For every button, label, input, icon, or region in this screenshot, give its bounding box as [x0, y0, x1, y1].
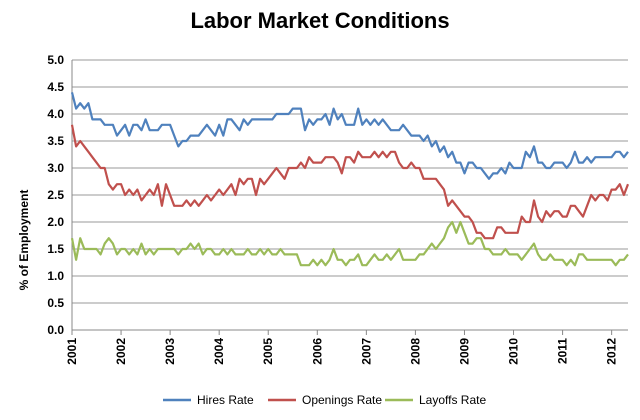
series-line-openings-rate — [70, 124, 630, 240]
y-tick-label: 4.5 — [47, 80, 64, 94]
y-tick-label: 2.5 — [47, 188, 64, 202]
x-tick-label: 2002 — [114, 338, 128, 365]
y-tick-label: 3.0 — [47, 161, 64, 175]
x-tick-label: 2011 — [556, 338, 570, 364]
x-tick-label: 2008 — [408, 338, 422, 365]
y-tick-label: 2.0 — [47, 215, 64, 229]
x-tick-label: 2001 — [65, 338, 79, 365]
y-tick-label: 3.5 — [47, 134, 64, 148]
y-tick-label: 4.0 — [47, 107, 64, 121]
axes — [71, 60, 628, 335]
x-tick-label: 2009 — [457, 338, 471, 365]
series-lines — [70, 92, 630, 267]
y-axis-title: % of Employment — [17, 190, 31, 291]
y-tick-label: 5.0 — [47, 53, 64, 67]
x-tick-label: 2005 — [261, 338, 275, 365]
chart-title: Labor Market Conditions — [190, 8, 450, 33]
gridlines — [72, 59, 628, 331]
x-tick-label: 2006 — [310, 338, 324, 365]
series-line-layoffs-rate — [70, 220, 629, 267]
x-tick-label: 2010 — [507, 338, 521, 365]
y-tick-label: 0.0 — [47, 323, 64, 337]
x-tick-label: 2003 — [163, 338, 177, 365]
y-tick-label: 1.0 — [47, 269, 64, 283]
y-tick-label: 1.5 — [47, 242, 64, 256]
series-line-hires-rate — [70, 92, 629, 180]
tick-labels: 0.0 0.5 1.0 1.5 2.0 2.5 3.0 3.5 4.0 4.5 5.0 2001 200… — [47, 53, 618, 365]
x-tick-label: 2012 — [605, 338, 619, 365]
legend-label: Hires Rate — [197, 393, 254, 407]
legend-label: Openings Rate — [302, 393, 382, 407]
x-tick-label: 2004 — [212, 338, 226, 365]
x-tick-label: 2007 — [359, 338, 373, 365]
y-tick-label: 0.5 — [47, 296, 64, 310]
legend-label: Layoffs Rate — [419, 393, 486, 407]
legend: Hires Rate Openings Rate Layoffs Rate — [163, 393, 486, 407]
